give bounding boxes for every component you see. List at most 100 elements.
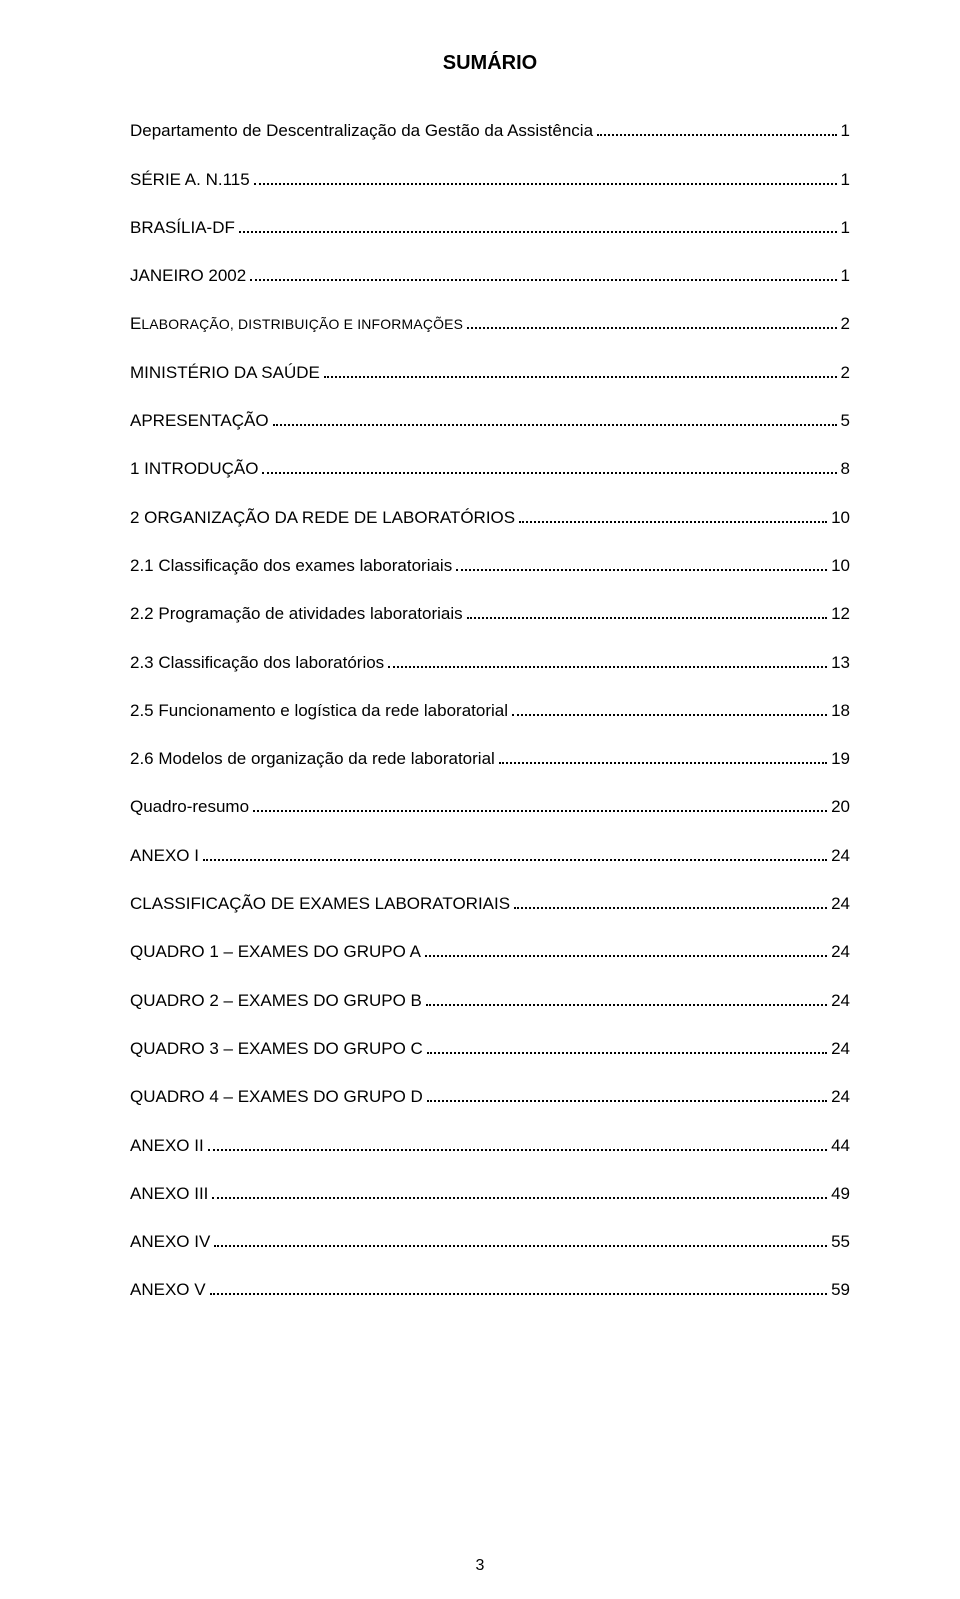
toc-entry-label: QUADRO 4 – EXAMES DO GRUPO D bbox=[130, 1087, 423, 1107]
toc-entry-label: ANEXO II bbox=[130, 1136, 204, 1156]
toc-leader-dots bbox=[467, 312, 836, 329]
toc-entry-page: 24 bbox=[831, 991, 850, 1011]
toc-leader-dots bbox=[208, 1133, 827, 1150]
toc-leader-dots bbox=[512, 699, 827, 716]
toc-entry: 2.3 Classificação dos laboratórios 13 bbox=[130, 650, 850, 672]
toc-entry: Departamento de Descentralização da Gest… bbox=[130, 119, 850, 141]
toc-leader-dots bbox=[239, 216, 837, 233]
toc-entry-page: 10 bbox=[831, 508, 850, 528]
toc-entry: APRESENTAÇÃO 5 bbox=[130, 409, 850, 431]
toc-entry: CLASSIFICAÇÃO DE EXAMES LABORATORIAIS 24 bbox=[130, 892, 850, 914]
toc-entry-page: 24 bbox=[831, 1039, 850, 1059]
toc-entry: 2.5 Funcionamento e logística da rede la… bbox=[130, 699, 850, 721]
toc-entry-page: 1 bbox=[841, 121, 850, 141]
toc-entry-label: BRASÍLIA-DF bbox=[130, 218, 235, 238]
toc-entry: Quadro-resumo20 bbox=[130, 795, 850, 817]
toc-entry-page: 24 bbox=[831, 942, 850, 962]
toc-entry-label: 2.6 Modelos de organização da rede labor… bbox=[130, 749, 495, 769]
toc-entry-label-rest: laboração, distribuição e informações bbox=[141, 316, 463, 332]
toc-leader-dots bbox=[514, 892, 827, 909]
toc-entry: ANEXO V 59 bbox=[130, 1278, 850, 1300]
toc-leader-dots bbox=[427, 1037, 827, 1054]
toc-entry-page: 24 bbox=[831, 846, 850, 866]
toc-entry: 1 INTRODUÇÃO 8 bbox=[130, 457, 850, 479]
toc-leader-dots bbox=[597, 119, 836, 136]
toc-leader-dots bbox=[214, 1230, 827, 1247]
toc-entry: ANEXO I 24 bbox=[130, 843, 850, 865]
toc-entry-page: 18 bbox=[831, 701, 850, 721]
toc-entry-page: 10 bbox=[831, 556, 850, 576]
toc-entry-label: CLASSIFICAÇÃO DE EXAMES LABORATORIAIS bbox=[130, 894, 510, 914]
toc-entry-label: APRESENTAÇÃO bbox=[130, 411, 269, 431]
toc-entry: QUADRO 2 – EXAMES DO GRUPO B 24 bbox=[130, 988, 850, 1010]
toc-entry: ANEXO II 44 bbox=[130, 1133, 850, 1155]
toc-entry-label: ANEXO IV bbox=[130, 1232, 210, 1252]
page-title: SUMÁRIO bbox=[130, 52, 850, 75]
toc-leader-dots bbox=[499, 747, 827, 764]
toc-entry: 2.6 Modelos de organização da rede labor… bbox=[130, 747, 850, 769]
toc-leader-dots bbox=[253, 795, 827, 812]
toc-entry-label: 2.2 Programação de atividades laboratori… bbox=[130, 604, 463, 624]
toc-entry-page: 1 bbox=[841, 170, 850, 190]
toc-entry: JANEIRO 20021 bbox=[130, 264, 850, 286]
toc-entry-page: 8 bbox=[841, 459, 850, 479]
toc-entry-label: MINISTÉRIO DA SAÚDE bbox=[130, 363, 320, 383]
toc-entry-page: 24 bbox=[831, 894, 850, 914]
toc-entry: QUADRO 4 – EXAMES DO GRUPO D 24 bbox=[130, 1085, 850, 1107]
toc-entry-label: 2.3 Classificação dos laboratórios bbox=[130, 653, 384, 673]
toc-leader-dots bbox=[519, 505, 827, 522]
toc-entry: 2 ORGANIZAÇÃO DA REDE DE LABORATÓRIOS 10 bbox=[130, 505, 850, 527]
toc-entry-page: 2 bbox=[841, 363, 850, 383]
page-number: 3 bbox=[0, 1557, 960, 1575]
toc-entry-page: 24 bbox=[831, 1087, 850, 1107]
toc-entry-page: 55 bbox=[831, 1232, 850, 1252]
toc-entry-label: ANEXO I bbox=[130, 846, 199, 866]
toc-entry: MINISTÉRIO DA SAÚDE 2 bbox=[130, 360, 850, 382]
toc-entry-page: 49 bbox=[831, 1184, 850, 1204]
document-page: SUMÁRIO Departamento de Descentralização… bbox=[0, 0, 960, 1599]
toc-leader-dots bbox=[254, 167, 837, 184]
toc-entry-label: Departamento de Descentralização da Gest… bbox=[130, 121, 593, 141]
toc-entry-page: 13 bbox=[831, 653, 850, 673]
toc-entry-label: 2.1 Classificação dos exames laboratoria… bbox=[130, 556, 452, 576]
toc-entry-label: ANEXO V bbox=[130, 1280, 206, 1300]
toc-leader-dots bbox=[273, 409, 837, 426]
toc-entry: 2.2 Programação de atividades laboratori… bbox=[130, 602, 850, 624]
toc-leader-dots bbox=[388, 650, 827, 667]
toc-entry-label: Elaboração, distribuição e informações bbox=[130, 314, 463, 334]
toc-entry-label: 2 ORGANIZAÇÃO DA REDE DE LABORATÓRIOS bbox=[130, 508, 515, 528]
toc-entry-label: JANEIRO 2002 bbox=[130, 266, 246, 286]
toc-leader-dots bbox=[426, 988, 827, 1005]
toc-entry: 2.1 Classificação dos exames laboratoria… bbox=[130, 554, 850, 576]
toc-leader-dots bbox=[427, 1085, 827, 1102]
toc-entry-page: 44 bbox=[831, 1136, 850, 1156]
toc-entry-page: 5 bbox=[841, 411, 850, 431]
toc-entry: SÉRIE A. N.115 1 bbox=[130, 167, 850, 189]
toc-entry-label: Quadro-resumo bbox=[130, 797, 249, 817]
toc-entry-label: QUADRO 3 – EXAMES DO GRUPO C bbox=[130, 1039, 423, 1059]
toc-entry-page: 2 bbox=[841, 314, 850, 334]
toc-entry-page: 59 bbox=[831, 1280, 850, 1300]
toc-entry: ANEXO IV 55 bbox=[130, 1230, 850, 1252]
toc-entry-label: QUADRO 2 – EXAMES DO GRUPO B bbox=[130, 991, 422, 1011]
toc-leader-dots bbox=[467, 602, 827, 619]
toc-leader-dots bbox=[210, 1278, 827, 1295]
toc-entry-page: 1 bbox=[841, 218, 850, 238]
toc-leader-dots bbox=[262, 457, 836, 474]
toc-entry-page: 12 bbox=[831, 604, 850, 624]
toc-entry: Elaboração, distribuição e informações 2 bbox=[130, 312, 850, 334]
toc-entry-label: 2.5 Funcionamento e logística da rede la… bbox=[130, 701, 508, 721]
toc-entry: BRASÍLIA-DF 1 bbox=[130, 216, 850, 238]
toc-leader-dots bbox=[203, 843, 827, 860]
toc-entry-label: 1 INTRODUÇÃO bbox=[130, 459, 258, 479]
table-of-contents: Departamento de Descentralização da Gest… bbox=[130, 119, 850, 1300]
toc-leader-dots bbox=[212, 1182, 827, 1199]
toc-entry-label: SÉRIE A. N.115 bbox=[130, 170, 250, 190]
toc-leader-dots bbox=[324, 360, 837, 377]
toc-entry-label-first: E bbox=[130, 314, 141, 333]
toc-entry-page: 19 bbox=[831, 749, 850, 769]
toc-entry-label: ANEXO III bbox=[130, 1184, 208, 1204]
toc-leader-dots bbox=[250, 264, 836, 281]
toc-entry-label: QUADRO 1 – EXAMES DO GRUPO A bbox=[130, 942, 421, 962]
toc-leader-dots bbox=[456, 554, 827, 571]
